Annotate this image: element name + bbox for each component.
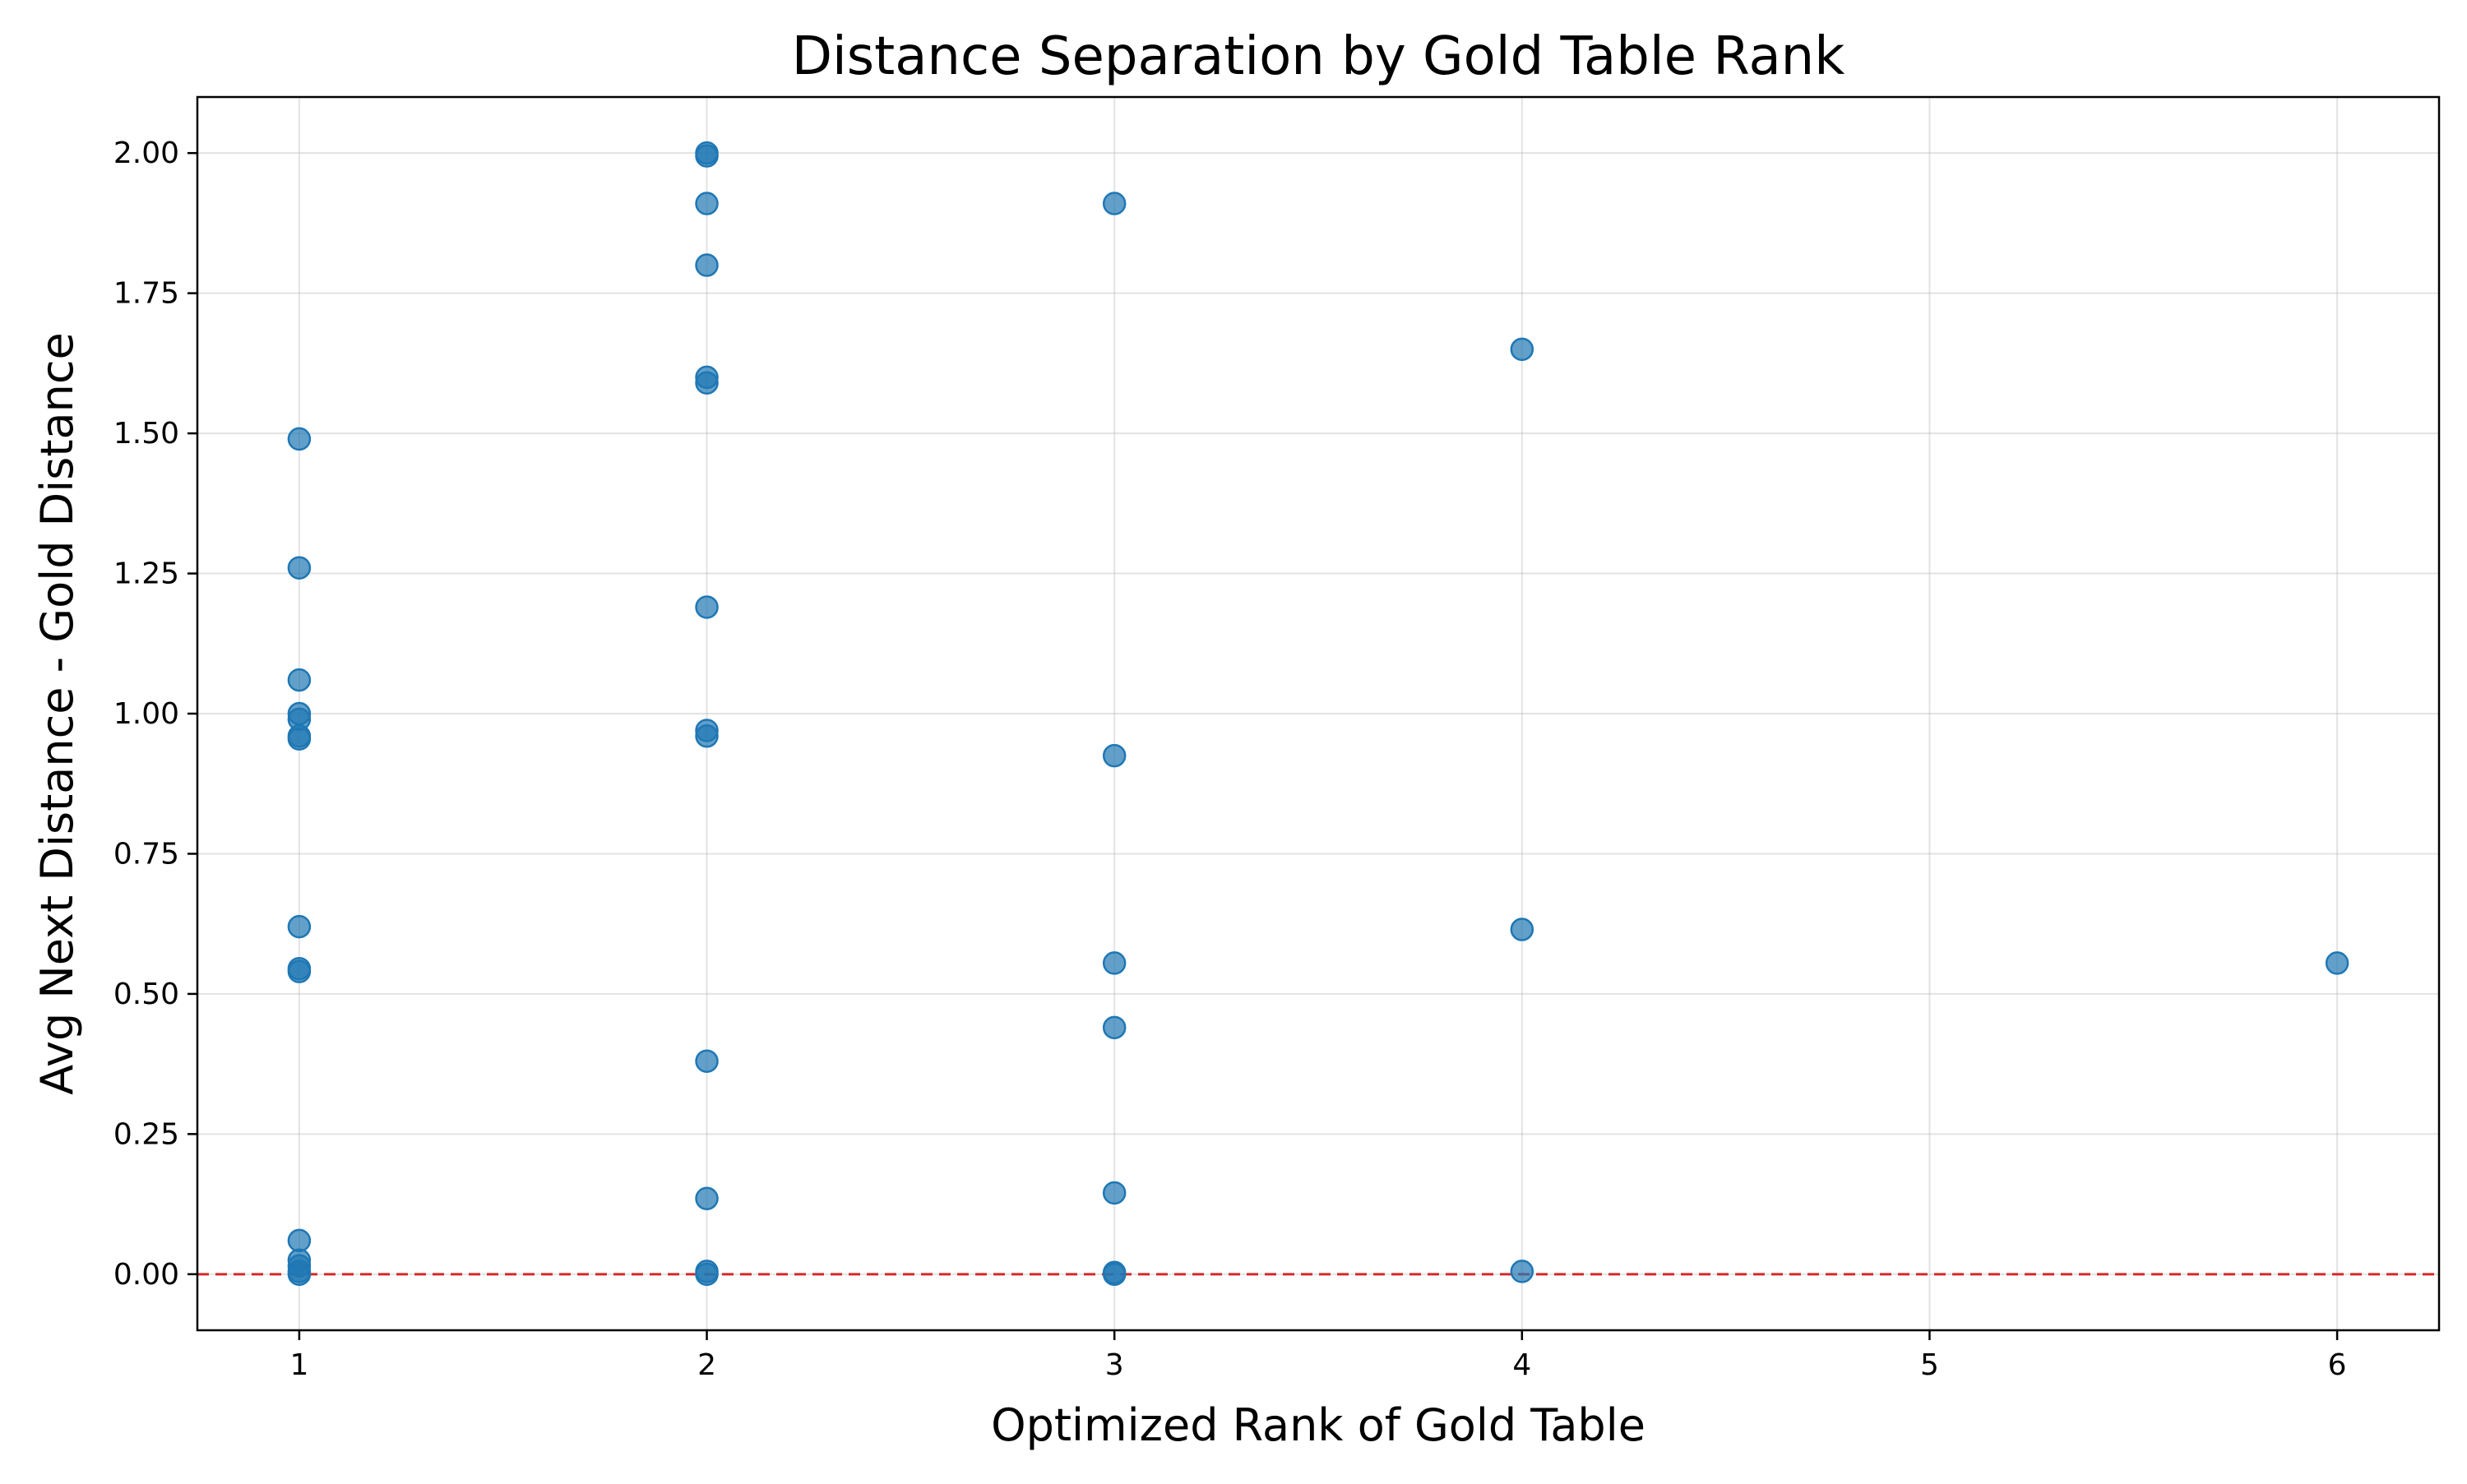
data-point bbox=[1102, 1015, 1127, 1040]
data-point bbox=[695, 144, 719, 168]
data-point bbox=[287, 427, 312, 451]
data-point bbox=[287, 727, 312, 751]
data-point bbox=[287, 668, 312, 692]
data-point bbox=[287, 556, 312, 580]
grid-layer bbox=[197, 97, 2439, 1330]
y-tick-label: 1.25 bbox=[113, 557, 179, 591]
data-point bbox=[287, 959, 312, 983]
x-tick-label: 5 bbox=[1920, 1348, 1939, 1382]
x-tick-label: 3 bbox=[1105, 1348, 1124, 1382]
data-point bbox=[1102, 951, 1127, 975]
y-tick-label: 1.00 bbox=[113, 697, 179, 731]
data-point bbox=[287, 914, 312, 939]
x-tick-label: 1 bbox=[289, 1348, 308, 1382]
data-point bbox=[287, 1228, 312, 1253]
y-tick-label: 0.50 bbox=[113, 978, 179, 1011]
x-tick-label: 2 bbox=[697, 1348, 716, 1382]
y-axis-label: Avg Next Distance - Gold Distance bbox=[31, 332, 83, 1095]
y-tick-label: 0.00 bbox=[113, 1258, 179, 1292]
data-point bbox=[1102, 192, 1127, 215]
data-point bbox=[695, 1186, 719, 1211]
data-point bbox=[287, 1262, 312, 1287]
data-point bbox=[1510, 1260, 1534, 1283]
data-points-layer bbox=[287, 141, 2349, 1287]
data-point bbox=[1102, 1181, 1127, 1205]
data-point bbox=[1510, 337, 1534, 362]
data-point bbox=[695, 1049, 719, 1073]
data-point bbox=[695, 253, 719, 277]
data-point bbox=[1510, 918, 1534, 941]
data-point bbox=[695, 1262, 719, 1287]
data-point bbox=[2325, 951, 2349, 975]
x-axis-label: Optimized Rank of Gold Table bbox=[991, 1399, 1645, 1451]
ticks-layer: 1 2 3 4 5 6 0.00 0.25 0.50 0.75 1.00 1.25 1.50 1.75 2.… bbox=[113, 136, 2347, 1382]
data-point bbox=[1102, 1262, 1127, 1287]
x-tick-label: 6 bbox=[2328, 1348, 2347, 1382]
data-point bbox=[695, 724, 719, 748]
data-point bbox=[1102, 743, 1127, 768]
y-tick-label: 1.75 bbox=[113, 277, 179, 311]
chart-title: Distance Separation by Gold Table Rank bbox=[792, 26, 1845, 87]
y-tick-label: 0.75 bbox=[113, 837, 179, 871]
y-tick-label: 2.00 bbox=[113, 136, 179, 170]
x-tick-label: 4 bbox=[1512, 1348, 1531, 1382]
y-tick-label: 1.50 bbox=[113, 417, 179, 451]
data-point bbox=[695, 192, 719, 215]
data-point bbox=[695, 595, 719, 619]
y-tick-label: 0.25 bbox=[113, 1117, 179, 1151]
data-point bbox=[695, 371, 719, 395]
